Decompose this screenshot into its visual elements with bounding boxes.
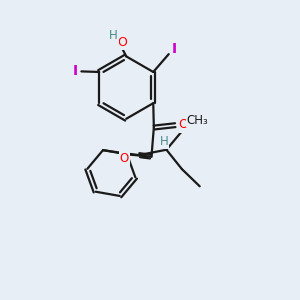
- Text: I: I: [172, 42, 177, 56]
- Text: O: O: [120, 152, 129, 165]
- Text: O: O: [178, 118, 188, 131]
- Text: O: O: [178, 118, 189, 132]
- Text: CH₃: CH₃: [187, 113, 208, 127]
- Text: H: H: [110, 29, 118, 42]
- Text: I: I: [72, 64, 77, 78]
- Text: H: H: [160, 135, 168, 148]
- Text: O: O: [117, 36, 127, 49]
